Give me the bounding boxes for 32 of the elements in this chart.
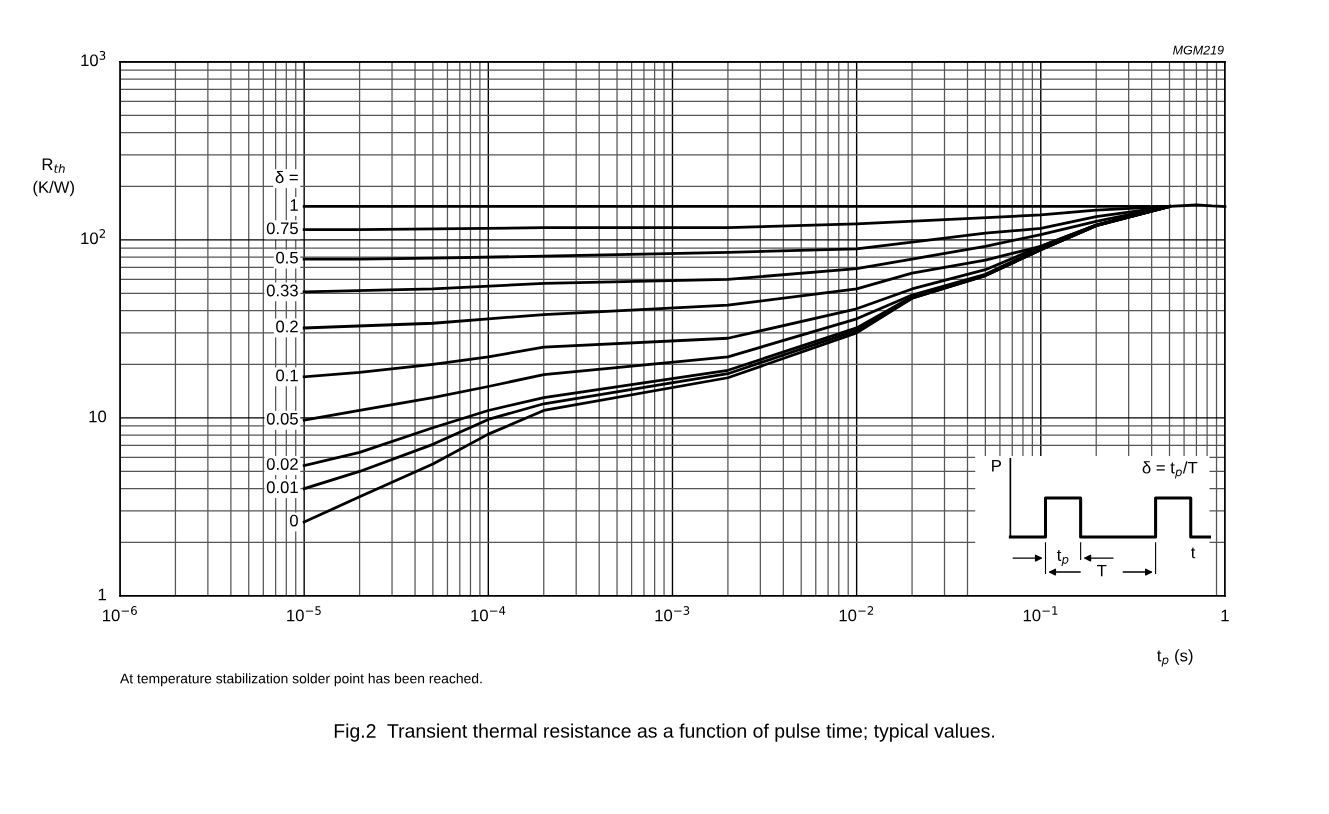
text: At temperature stabilization solder point has been reached.: [120, 673, 482, 687]
series-label: 0.33: [266, 284, 298, 297]
y-tick-label: 1: [98, 588, 106, 601]
y-tick-label: 10$^{2}$: [81, 229, 106, 245]
x-tick-label: 1: [1221, 609, 1229, 622]
x-tick-label: 10$^{−2}$: [839, 606, 874, 622]
series-label: 0.5: [276, 251, 298, 264]
x-axis-title: t$_{p}$ (s): [1157, 649, 1193, 667]
annotation: P: [992, 459, 1001, 472]
series-label: 0.2: [276, 320, 298, 333]
y-axis-title: R$_{th}$ (K/W): [33, 158, 74, 197]
series-label: 0.05: [266, 412, 298, 425]
x-tick-label: 10$^{−5}$: [287, 606, 321, 622]
series-label: 1: [290, 199, 298, 211]
y-tick-label: 10: [89, 410, 107, 423]
x-tick-label: 10$^{−6}$: [103, 606, 137, 622]
series-label: 0.02: [266, 458, 298, 470]
x-tick-label: 10$^{−4}$: [471, 606, 506, 622]
x-tick-label: 10$^{−3}$: [655, 606, 690, 622]
annotation: T: [1097, 564, 1107, 577]
x-tick-label: 10$^{−1}$: [1023, 606, 1058, 622]
y-tick-label: 10$^{3}$: [81, 51, 106, 67]
text: Fig.2 Transient thermal resistance as a function of pulse time; typical values.: [334, 723, 994, 742]
annotation: δ = t$_{p}$/T: [1142, 461, 1198, 479]
annotation: t$_{p}$: [1056, 550, 1069, 567]
series-label: 0.75: [266, 222, 298, 235]
legend-title: δ =: [275, 170, 298, 184]
series-label: 0.01: [266, 481, 298, 494]
text: MGM219: [1172, 45, 1224, 55]
series-label: 0: [289, 514, 298, 527]
annotation: t: [1191, 547, 1196, 559]
series-label: 0.1: [276, 369, 298, 382]
